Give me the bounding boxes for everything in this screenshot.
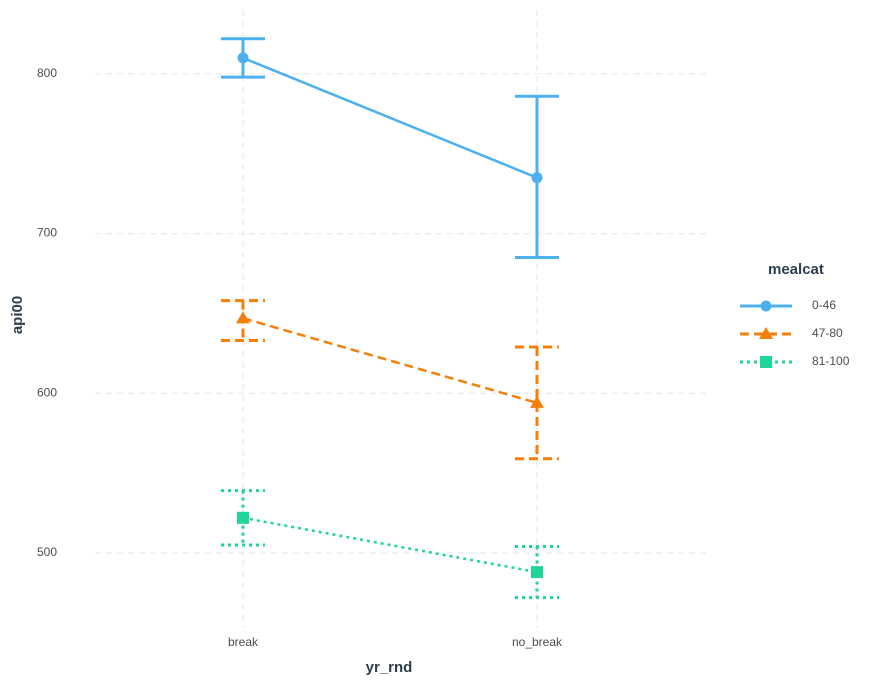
series-line <box>242 516 538 574</box>
error-bar <box>515 545 559 600</box>
y-tick-label: 800 <box>37 66 57 80</box>
x-axis-title: yr_rnd <box>366 659 413 676</box>
series-line <box>242 56 538 179</box>
y-tick-label: 700 <box>37 226 57 240</box>
series-line <box>242 317 538 405</box>
legend-label: 81-100 <box>812 354 850 368</box>
marker <box>760 356 772 368</box>
legend-title: mealcat <box>768 261 824 278</box>
error-bar <box>221 489 265 547</box>
marker <box>531 566 543 579</box>
marker <box>760 300 772 312</box>
x-tick-label: break <box>228 635 259 649</box>
marker <box>759 327 773 339</box>
y-axis-title: api00 <box>9 296 26 334</box>
x-tick-label: no_break <box>512 635 563 649</box>
marker <box>237 52 249 64</box>
y-tick-label: 500 <box>37 545 57 559</box>
marker <box>236 311 250 324</box>
marker <box>530 395 544 408</box>
legend-label: 47-80 <box>812 326 843 340</box>
marker <box>531 172 543 184</box>
marker <box>237 511 249 524</box>
y-tick-label: 600 <box>37 385 57 399</box>
error-bar <box>515 345 559 461</box>
legend-label: 0-46 <box>812 298 836 312</box>
